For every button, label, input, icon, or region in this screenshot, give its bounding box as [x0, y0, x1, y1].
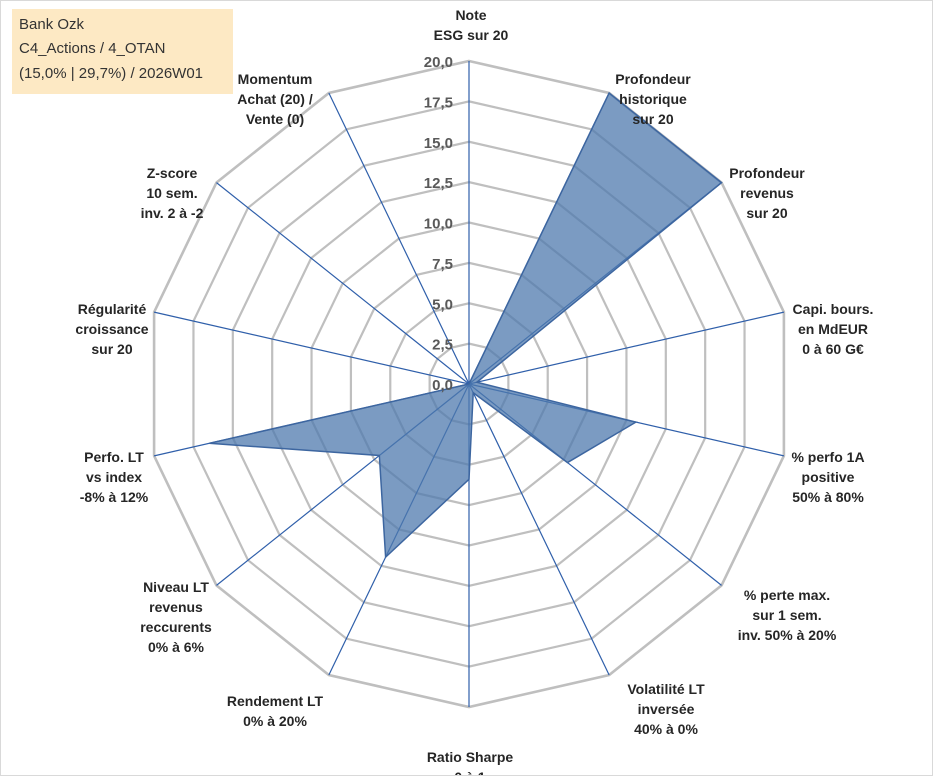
info-box: Bank Ozk C4_Actions / 4_OTAN (15,0% | 29…: [12, 9, 233, 94]
category-label-line: sur 20: [632, 111, 673, 127]
category-label-line: 10 sem.: [146, 185, 197, 201]
category-label-line: reccurents: [140, 619, 212, 635]
category-label-line: Profondeur: [729, 165, 805, 181]
spoke-line: [328, 92, 470, 385]
info-line-stats: (15,0% | 29,7%) / 2026W01: [19, 65, 203, 82]
category-label-line: Ratio Sharpe: [427, 749, 514, 765]
category-label-line: sur 20: [746, 205, 787, 221]
spoke-line: [216, 182, 470, 385]
tick-label: 0,0: [432, 377, 453, 394]
category-label-line: 0% à 20%: [243, 713, 307, 729]
category-label-line: Z-score: [147, 165, 198, 181]
info-line-name: Bank Ozk: [19, 16, 85, 33]
category-label-line: Vente (0): [246, 111, 304, 127]
category-label-line: inv. 2 à -2: [141, 205, 204, 221]
category-label-line: sur 1 sem.: [752, 607, 821, 623]
category-label: % perte max. sur 1 sem. inv. 50% à 20%: [738, 587, 837, 643]
category-label-line: Perfo. LT: [84, 449, 144, 465]
tick-labels: 0,0 2,5 5,0 7,5 10,0 12,5 15,0 17,5 20,0: [424, 54, 453, 394]
category-label: Capi. bours. en MdEUR 0 à 60 G€: [793, 301, 874, 357]
spoke-line: [468, 383, 610, 676]
category-label: Momentum Achat (20) / Vente (0): [237, 71, 313, 127]
category-label: Profondeur revenus sur 20: [729, 165, 805, 221]
category-label: Note ESG sur 20: [434, 7, 509, 43]
series-polygon: [209, 91, 723, 559]
category-label-line: 50% à 80%: [792, 489, 864, 505]
category-label-line: 0 à 60 G€: [802, 341, 864, 357]
category-label-line: Note: [455, 7, 486, 23]
category-label-line: 0% à 6%: [148, 639, 205, 655]
category-label-line: Régularité: [78, 301, 147, 317]
category-label-line: en MdEUR: [798, 321, 868, 337]
tick-label: 10,0: [424, 216, 453, 233]
category-label-line: Niveau LT: [143, 579, 209, 595]
category-label-line: Achat (20) /: [237, 91, 313, 107]
tick-label: 2,5: [432, 337, 453, 354]
category-labels: Note ESG sur 20 Profondeur historique sur 20…: [75, 7, 873, 775]
info-line-category: C4_Actions / 4_OTAN: [19, 40, 166, 57]
category-label: Rendement LT 0% à 20%: [227, 693, 324, 729]
tick-label: 7,5: [432, 256, 453, 273]
category-label-line: ESG sur 20: [434, 27, 509, 43]
category-label-line: revenus: [149, 599, 203, 615]
spoke-line: [153, 311, 470, 385]
tick-label: 20,0: [424, 54, 453, 71]
tick-label: 5,0: [432, 296, 453, 313]
category-label-line: -8% à 12%: [80, 489, 149, 505]
category-label-line: historique: [619, 91, 687, 107]
category-label: Régularité croissance sur 20: [75, 301, 148, 357]
category-label-line: Rendement LT: [227, 693, 324, 709]
tick-label: 12,5: [424, 175, 453, 192]
category-label-line: vs index: [86, 469, 142, 485]
category-label-line: croissance: [75, 321, 148, 337]
category-label: Niveau LT revenus reccurents 0% à 6%: [140, 579, 212, 655]
category-label-line: % perfo 1A: [791, 449, 864, 465]
category-label-line: inversée: [638, 701, 695, 717]
category-label-line: Volatilité LT: [627, 681, 705, 697]
category-label-line: Momentum: [238, 71, 313, 87]
category-label: % perfo 1A positive 50% à 80%: [791, 449, 864, 505]
category-label-line: 0 à 1: [454, 769, 485, 775]
spoke-line: [468, 311, 785, 385]
category-label: Perfo. LT vs index -8% à 12%: [80, 449, 149, 505]
category-label: Volatilité LT inversée 40% à 0%: [627, 681, 705, 737]
category-label-line: positive: [802, 469, 855, 485]
category-label-line: Profondeur: [615, 71, 691, 87]
category-label-line: 40% à 0%: [634, 721, 698, 737]
category-label-line: % perte max.: [744, 587, 830, 603]
tick-label: 15,0: [424, 135, 453, 152]
tick-label: 17,5: [424, 94, 453, 111]
category-label: Z-score 10 sem. inv. 2 à -2: [141, 165, 204, 221]
series-area: [209, 91, 723, 559]
category-label-line: Capi. bours.: [793, 301, 874, 317]
category-label-line: inv. 50% à 20%: [738, 627, 837, 643]
category-label: Ratio Sharpe 0 à 1: [427, 749, 514, 775]
category-label-line: revenus: [740, 185, 794, 201]
category-label-line: sur 20: [91, 341, 132, 357]
category-label: Profondeur historique sur 20: [615, 71, 691, 127]
